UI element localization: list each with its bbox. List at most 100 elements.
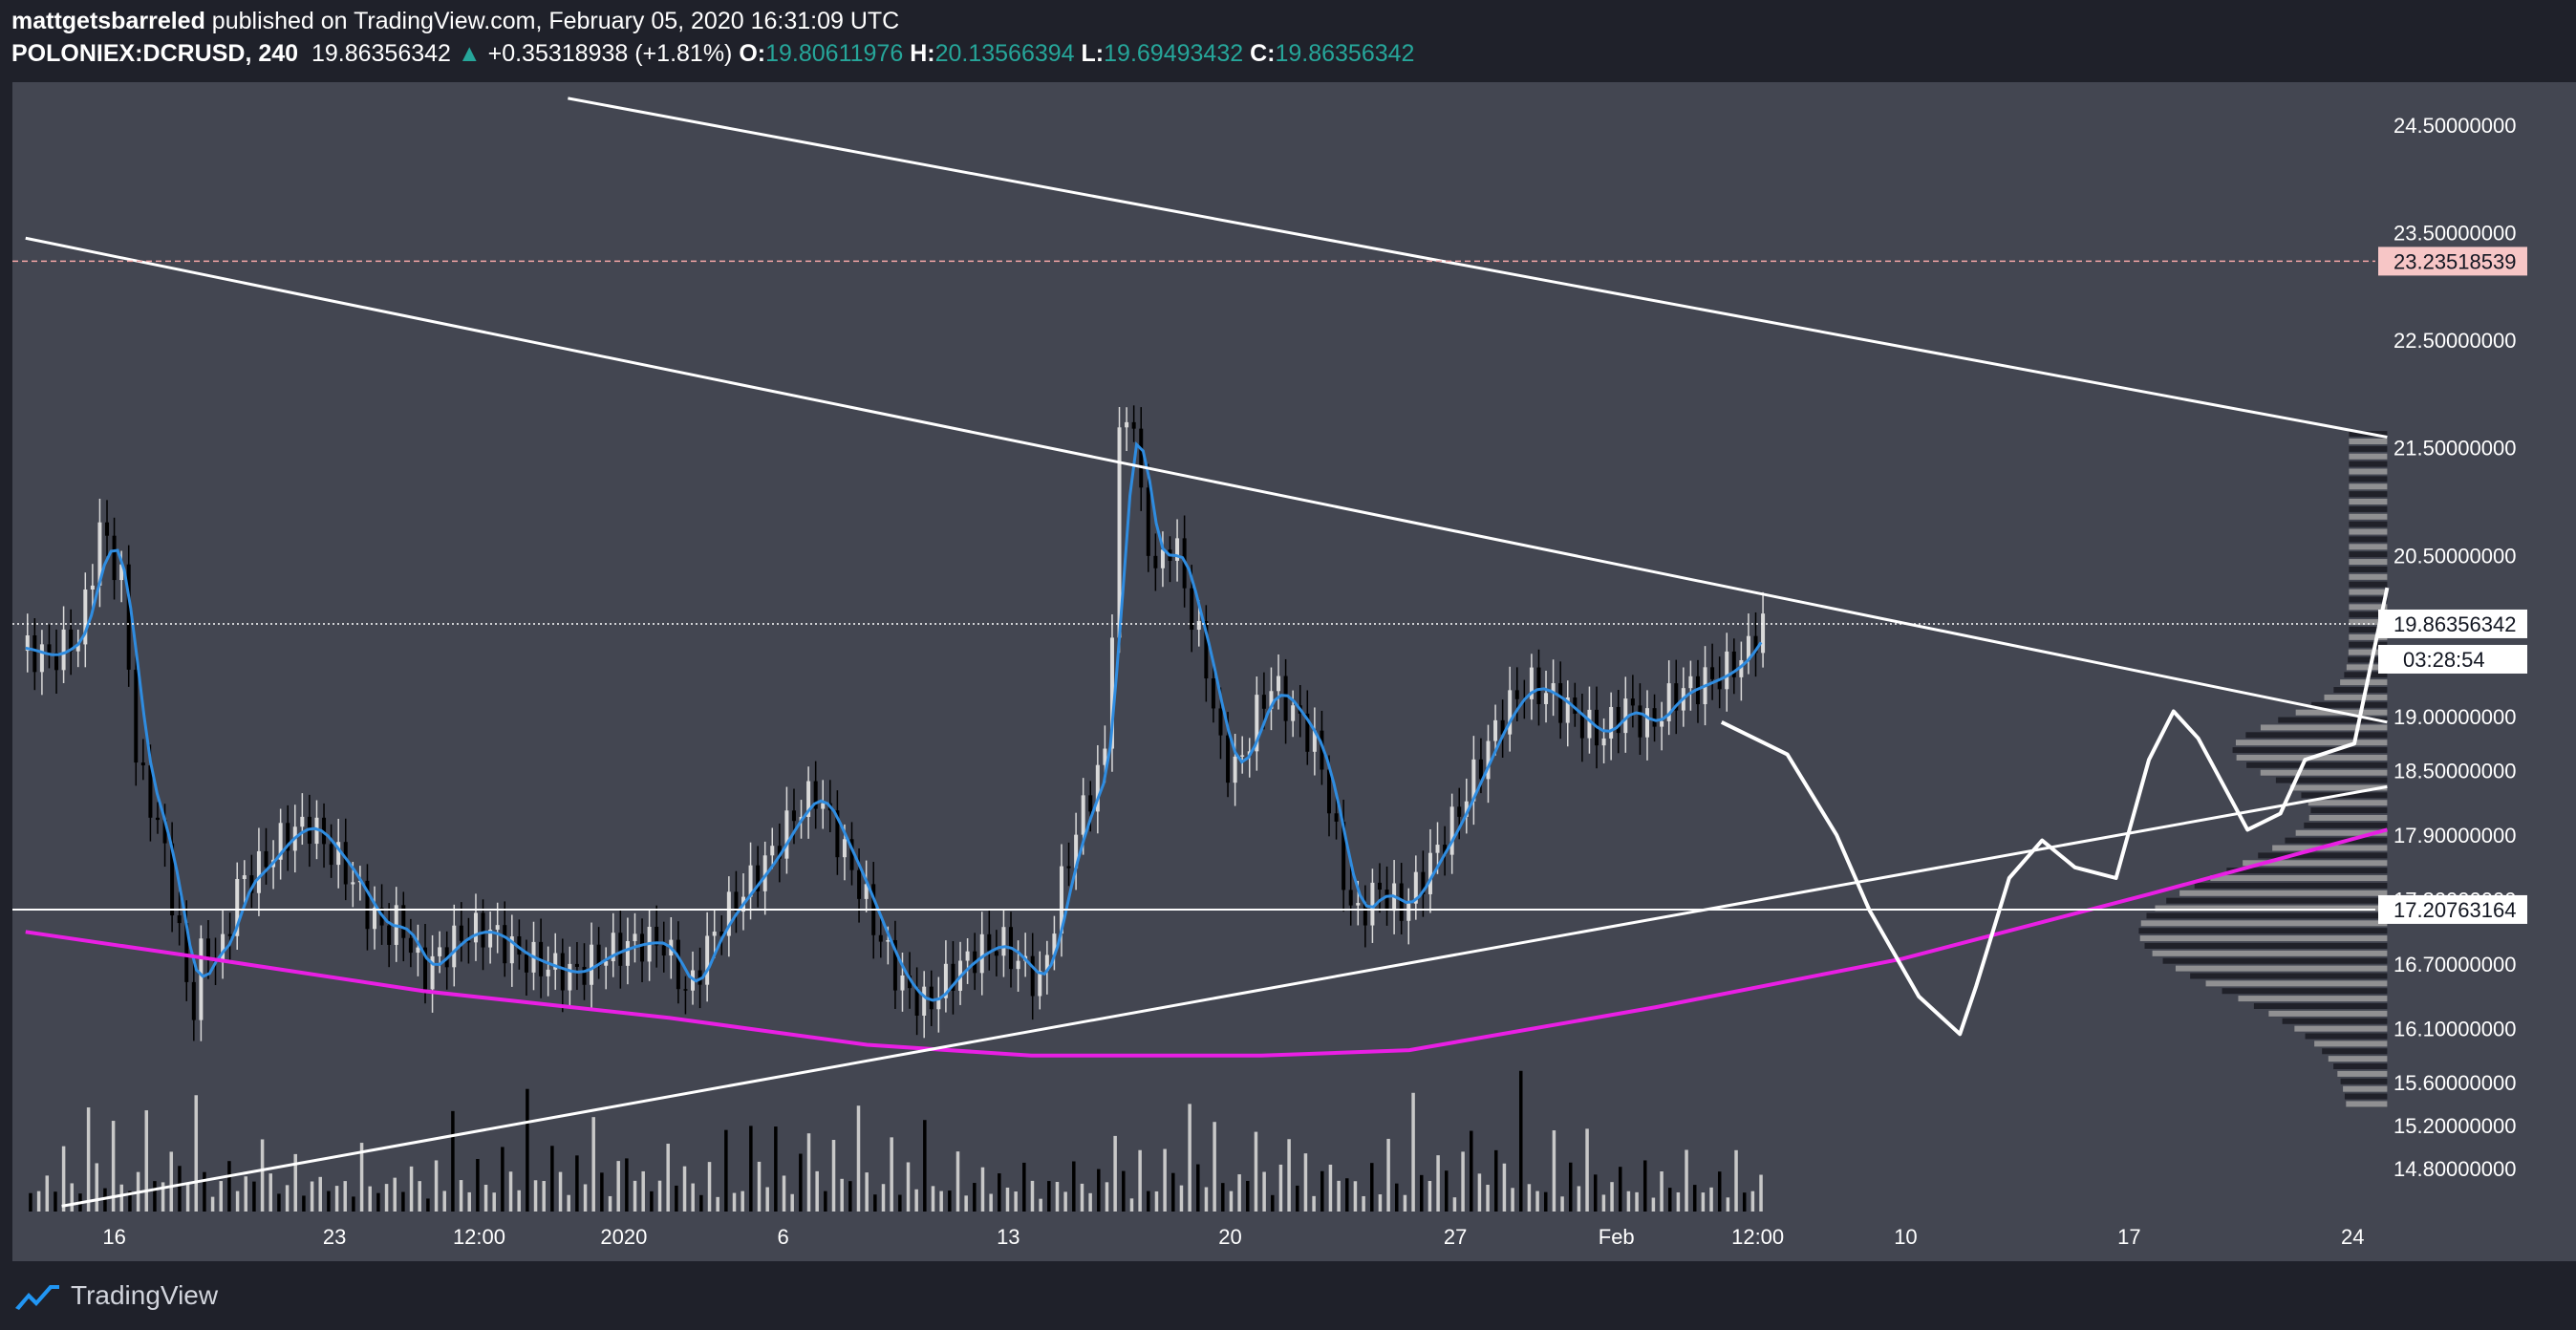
chart-footer: TradingView [0, 1263, 2576, 1330]
candle-body [184, 923, 189, 982]
volume-bar [1362, 1195, 1365, 1212]
low-value: 19.69493432 [1104, 40, 1244, 67]
close-label: C: [1250, 40, 1276, 67]
candle-body [148, 765, 153, 818]
volume-bar [840, 1178, 844, 1212]
volume-bar [865, 1172, 869, 1212]
candle-body [1052, 933, 1057, 955]
volume-bar [707, 1162, 712, 1212]
volume-bar [558, 1171, 563, 1212]
candle-body [1160, 549, 1165, 568]
volume-bar [989, 1193, 993, 1212]
volume-bar [657, 1180, 662, 1212]
candle-body [908, 975, 912, 989]
volume-bar [898, 1194, 902, 1212]
candle-body [1363, 903, 1367, 926]
volume-bar [508, 1171, 513, 1212]
candle-body [1131, 421, 1136, 429]
candle-body [1327, 769, 1331, 814]
volume-bar [1642, 1160, 1647, 1212]
volume-profile-bar [2210, 875, 2388, 882]
time-tick-label: 27 [1444, 1225, 1467, 1249]
volume-bar [799, 1153, 803, 1212]
candle-body [481, 912, 485, 948]
volume-profile-bar [2278, 717, 2388, 723]
candle-body [1399, 883, 1404, 921]
symbol-label[interactable]: POLONIEX:DCRUSD, 240 [11, 40, 299, 67]
candle-body [842, 839, 847, 858]
volume-bar [285, 1185, 290, 1212]
candle-body [191, 981, 196, 1020]
candle-body [604, 961, 609, 966]
candle-body [1312, 730, 1317, 752]
candle-body [336, 842, 341, 866]
candle-body [235, 878, 240, 936]
volume-bar [550, 1146, 554, 1212]
candle-body [32, 635, 37, 673]
candle-body [1710, 667, 1715, 679]
tradingview-brand[interactable]: TradingView [13, 1275, 218, 1317]
price-label-box [2378, 609, 2527, 638]
candle-body [416, 947, 420, 954]
volume-profile-bar [2304, 822, 2388, 828]
candle-body [249, 875, 254, 893]
volume-bar [1585, 1128, 1589, 1212]
price-label-text: 23.23518539 [2394, 249, 2516, 273]
author-name[interactable]: mattgetsbarreled [11, 8, 205, 34]
candle-body [495, 925, 500, 931]
time-tick-label: 23 [323, 1225, 346, 1249]
price-tick-label: 17.90000000 [2394, 824, 2516, 847]
volume-bar [1692, 1185, 1697, 1212]
candle-body [661, 945, 666, 956]
volume-bar [169, 1151, 174, 1212]
price-tick-label: 16.10000000 [2394, 1018, 2516, 1041]
candle-body [1428, 852, 1432, 894]
candle-body [322, 817, 327, 845]
candle-body [1443, 845, 1448, 855]
volume-profile-bar [2344, 672, 2388, 678]
candle-body [1153, 555, 1158, 568]
candle-body [1435, 845, 1440, 853]
candle-body [134, 669, 139, 763]
candle-body [553, 953, 558, 970]
volume-bar [625, 1158, 629, 1212]
volume-bar [641, 1170, 645, 1212]
volume-profile-bar [2349, 483, 2388, 490]
price-axis[interactable]: 24.50000000 23.50000000 22.50000000 21.5000… [2394, 114, 2516, 1181]
candle-body [1226, 735, 1231, 783]
candle-body [943, 963, 948, 998]
price-change: +0.35318938 (+1.81%) [487, 40, 733, 67]
volume-bar [318, 1176, 322, 1212]
time-axis[interactable]: 16 23 12:00 2020 6 13 20 27 Feb 12:00 10 17 24 [12, 1212, 2375, 1261]
price-chart[interactable]: 24.50000000 23.50000000 22.50000000 21.5000… [0, 82, 2576, 1261]
candle-body [546, 969, 550, 976]
volume-bar [1005, 1187, 1010, 1212]
slow-moving-average-line [25, 827, 2388, 1058]
volume-profile-bar [2349, 544, 2388, 550]
volume-profile-bar [2179, 890, 2388, 896]
volume-bar [210, 1196, 215, 1212]
candle-body [430, 955, 435, 990]
candle-body [987, 933, 992, 952]
candle-body [227, 933, 232, 936]
volume-bar [567, 1194, 570, 1212]
volume-profile-bar [2348, 649, 2388, 655]
volume-profile-bar [2349, 491, 2388, 498]
volume-bar [451, 1110, 455, 1212]
candle-body [1457, 806, 1462, 817]
volume-bar [1502, 1163, 1507, 1212]
time-axis-background [12, 1212, 2375, 1261]
volume-profile-bar [2349, 589, 2388, 595]
candle-body [140, 762, 145, 766]
volume-profile-bar [2272, 845, 2388, 851]
volume-profile-bar [2308, 814, 2388, 821]
volume-bar [914, 1189, 918, 1212]
volume-bar [1063, 1191, 1067, 1212]
price-tick-label: 19.00000000 [2394, 705, 2516, 729]
volume-bar [1353, 1181, 1358, 1212]
volume-bar [54, 1191, 57, 1212]
candle-body [951, 963, 955, 991]
volume-bar [119, 1184, 124, 1212]
volume-bar [1312, 1195, 1316, 1212]
volume-bar [873, 1194, 877, 1212]
